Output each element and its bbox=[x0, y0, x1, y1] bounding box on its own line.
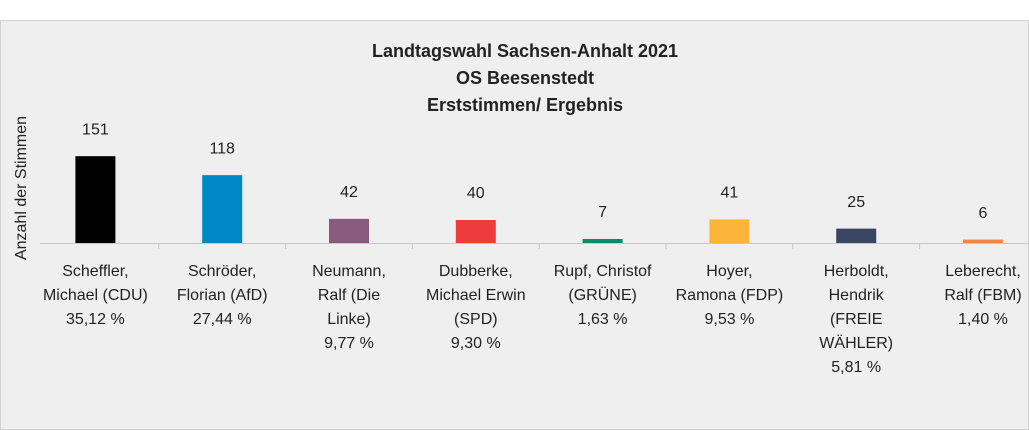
x-tick-label-line: Michael (CDU) bbox=[43, 287, 148, 304]
x-tick-label-line: 27,44 % bbox=[193, 311, 252, 328]
x-tick-label-line: 9,77 % bbox=[324, 335, 374, 352]
value-label: 151 bbox=[82, 121, 109, 138]
chart-title: Landtagswahl Sachsen-Anhalt 2021 bbox=[372, 41, 678, 61]
x-tick-label: Scheffler, Michael (CDU) 35,12 % bbox=[43, 263, 148, 328]
x-tick-label-line: Schröder, bbox=[188, 263, 256, 280]
x-tick-label-line: (FREIE bbox=[830, 311, 882, 328]
value-label: 6 bbox=[979, 205, 988, 222]
x-tick-label: Rupf, Christof (GRÜNE) 1,63 % bbox=[554, 263, 652, 328]
x-tick-label-line: Ramona (FDP) bbox=[676, 287, 784, 304]
x-tick-label-line: Scheffler, bbox=[62, 263, 128, 280]
bar bbox=[963, 239, 1003, 243]
bar bbox=[329, 218, 369, 243]
value-label: 41 bbox=[721, 185, 739, 202]
x-tick-label: Hoyer, Ramona (FDP) 9,53 % bbox=[676, 263, 784, 328]
chart-subtitle: Erststimmen/ Ergebnis bbox=[427, 95, 623, 115]
x-tick-label-line: WÄHLER) bbox=[819, 334, 893, 352]
x-tick-label-line: Leberecht, bbox=[945, 263, 1021, 280]
x-tick-label-line: Hendrik bbox=[829, 287, 885, 304]
bar bbox=[709, 219, 750, 243]
x-tick-label: Herboldt, Hendrik (FREIE WÄHLER) 5,81 % bbox=[819, 263, 893, 376]
x-tick-label-line: Neumann, bbox=[312, 263, 386, 280]
x-tick-label-line: Ralf (FBM) bbox=[944, 287, 1021, 304]
x-tick-label-line: (SPD) bbox=[454, 311, 498, 328]
x-tick-label-line: 5,81 % bbox=[831, 359, 881, 376]
x-tick-label-line: Michael Erwin bbox=[426, 287, 526, 304]
x-tick-label-line: 35,12 % bbox=[66, 311, 125, 328]
x-tick-label: Leberecht, Ralf (FBM) 1,40 % bbox=[944, 263, 1021, 328]
x-tick-label-line: Herboldt, bbox=[824, 263, 889, 280]
y-axis-label: Anzahl der Stimmen bbox=[13, 116, 30, 260]
x-tick-label-line: Linke) bbox=[327, 311, 371, 328]
x-tick-label-line: Hoyer, bbox=[706, 263, 752, 280]
x-tick-label-line: Ralf (Die bbox=[318, 287, 380, 304]
x-tick-label-line: Dubberke, bbox=[439, 263, 513, 280]
chart-subtitle: OS Beesenstedt bbox=[456, 68, 594, 88]
value-label: 25 bbox=[847, 194, 865, 211]
bar bbox=[836, 228, 877, 243]
x-tick-label-line: (GRÜNE) bbox=[568, 286, 636, 304]
x-tick-label-line: 1,63 % bbox=[578, 311, 628, 328]
bar bbox=[582, 238, 623, 243]
x-tick-label-line: 1,40 % bbox=[958, 311, 1008, 328]
x-tick-label: Dubberke, Michael Erwin (SPD) 9,30 % bbox=[426, 263, 526, 352]
x-tick-label: Schröder, Florian (AfD) 27,44 % bbox=[177, 263, 268, 328]
x-tick-label: Neumann, Ralf (Die Linke) 9,77 % bbox=[312, 263, 386, 352]
value-label: 40 bbox=[467, 185, 485, 202]
chart-background bbox=[0, 20, 1029, 430]
value-label: 42 bbox=[340, 184, 358, 201]
bar bbox=[75, 156, 116, 243]
value-label: 7 bbox=[598, 204, 607, 221]
x-tick-label-line: 9,53 % bbox=[704, 311, 754, 328]
x-tick-label-line: 9,30 % bbox=[451, 335, 501, 352]
x-tick-label-line: Rupf, Christof bbox=[554, 263, 652, 280]
bar bbox=[455, 220, 496, 243]
bar bbox=[202, 175, 243, 243]
value-label: 118 bbox=[209, 140, 235, 157]
x-tick-label-line: Florian (AfD) bbox=[177, 287, 268, 304]
